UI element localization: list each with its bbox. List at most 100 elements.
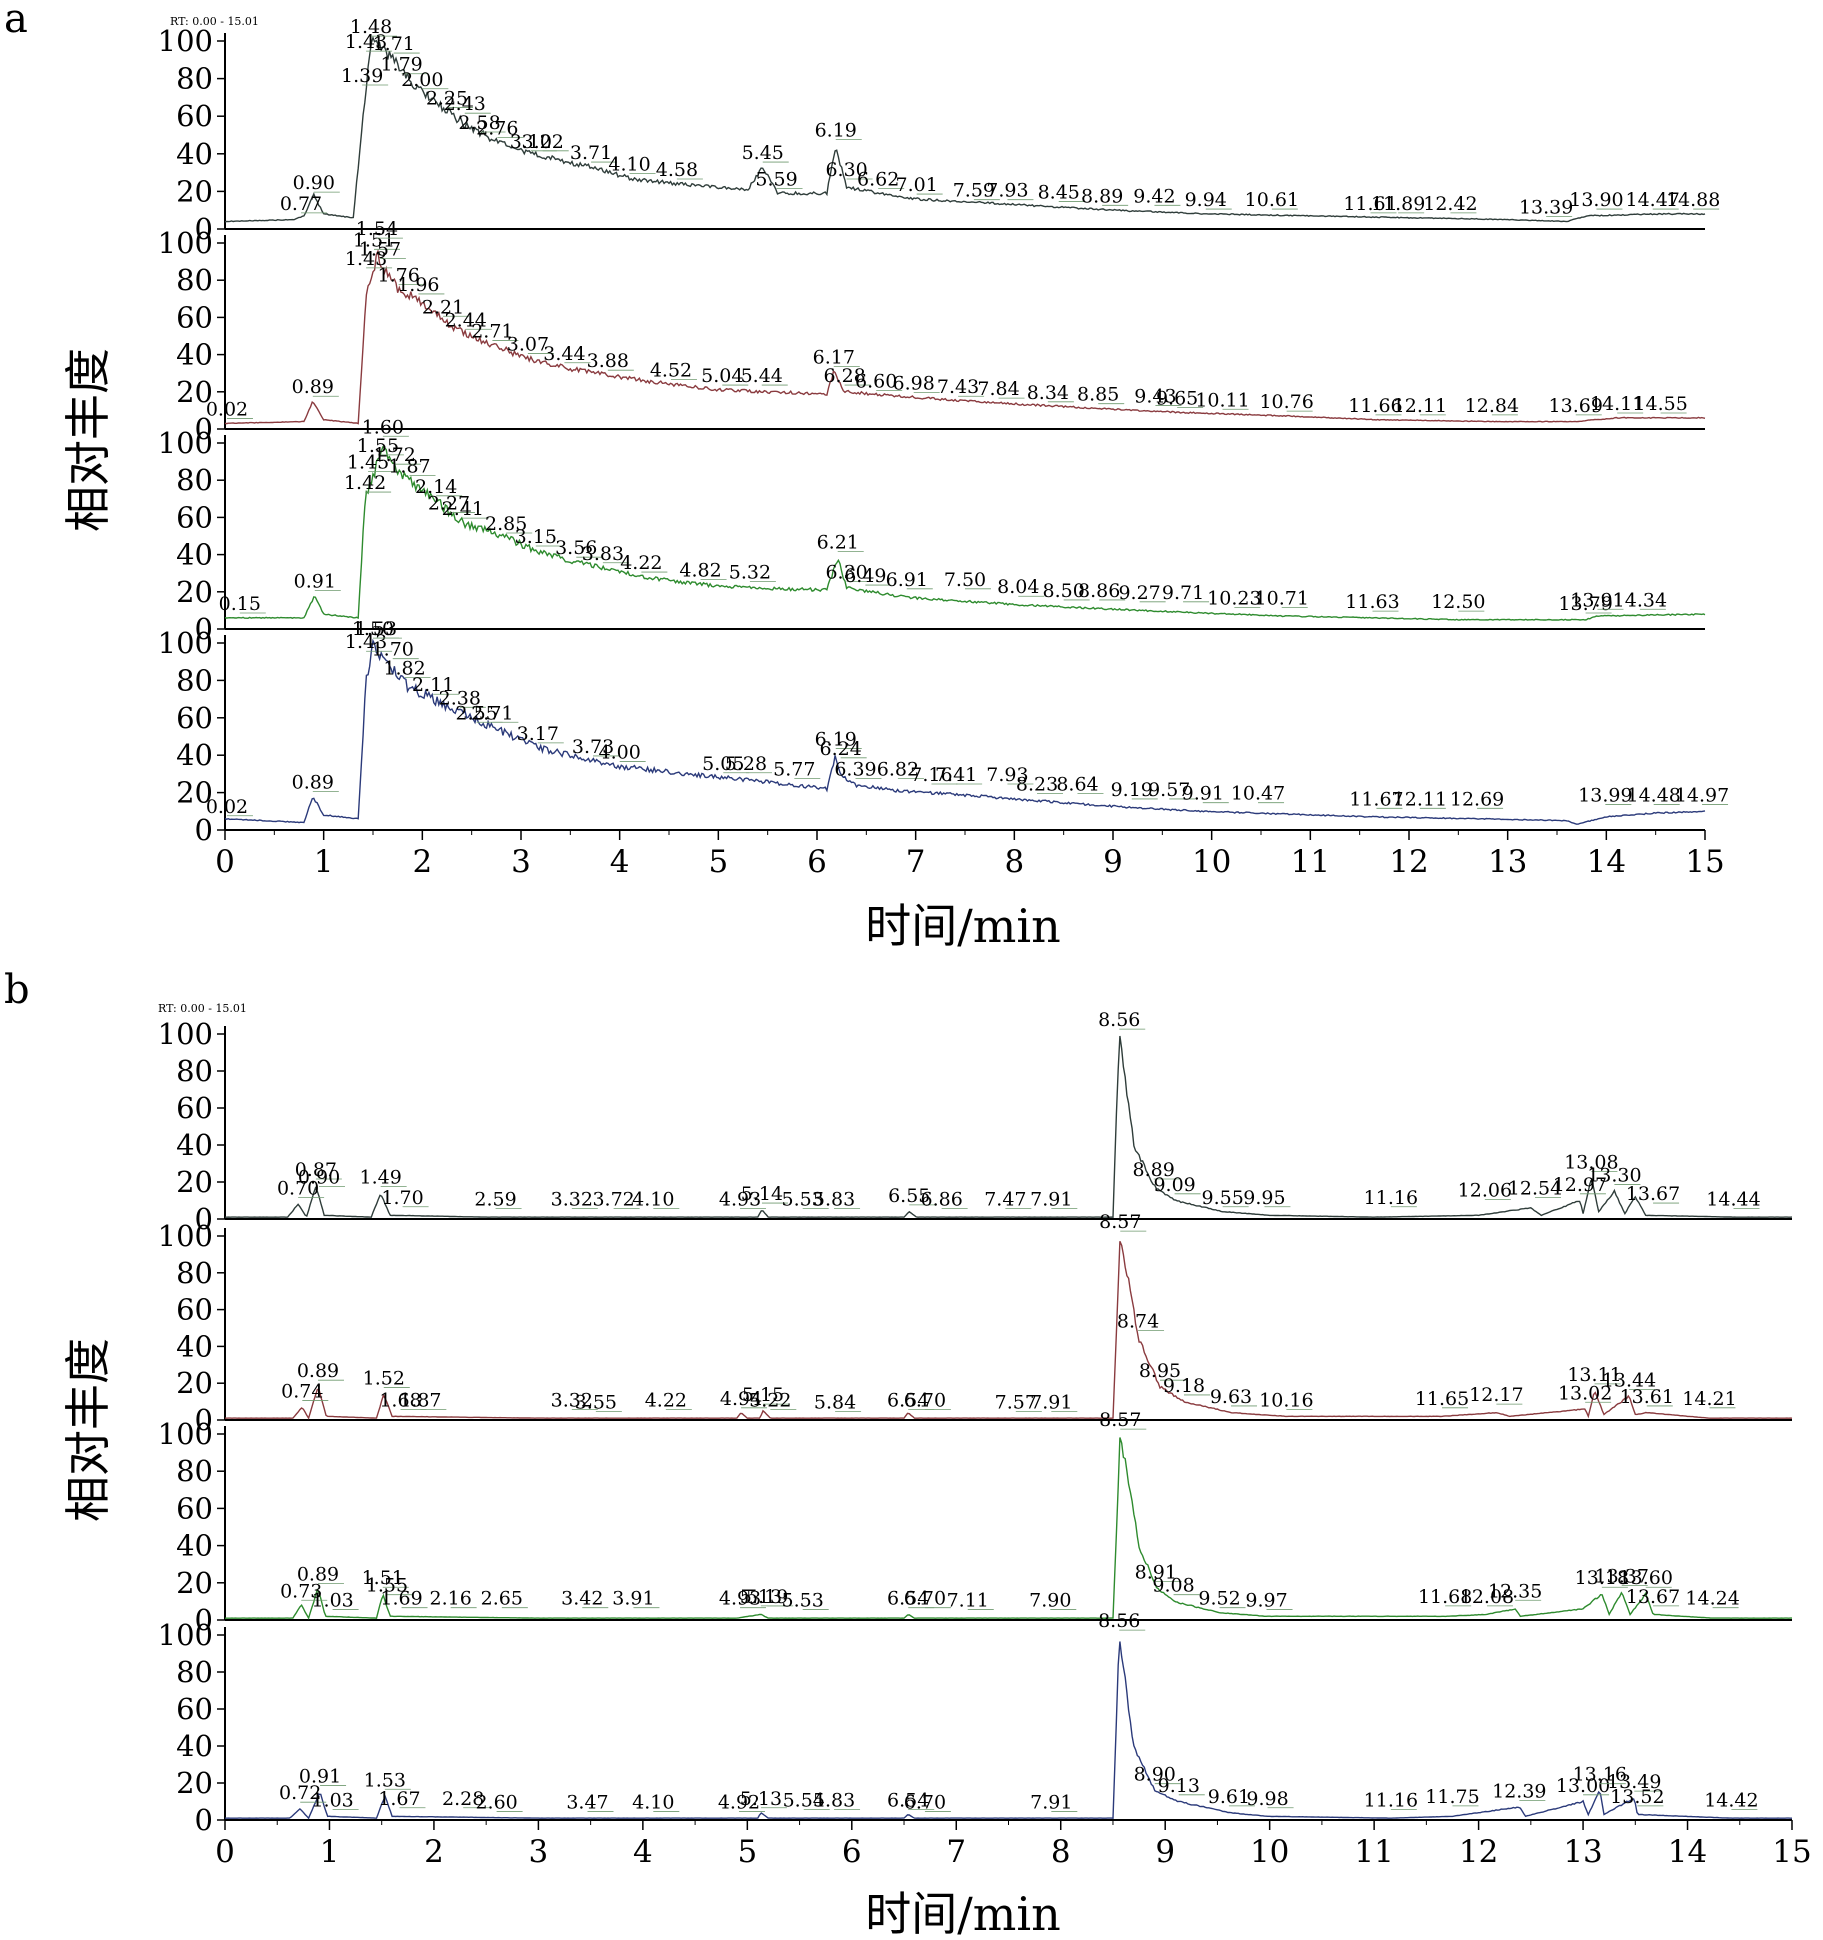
panel-b-trace-1-peak-label: 7.47 (984, 1189, 1026, 1211)
panel-a-trace-2-ytick-label: 80 (176, 263, 213, 297)
panel-a-trace-3-peak-label: 1.45 (347, 452, 389, 474)
panel-a-trace-3-peak-label: 14.34 (1613, 589, 1667, 611)
panel-a-trace-1-peak-label: 14.88 (1666, 189, 1720, 211)
panel-a-trace-3-peak-label: 4.82 (679, 560, 721, 582)
panel-a-trace-2-peak-label: 1.43 (345, 248, 387, 270)
panel-b-trace-1-peak-label: 9.09 (1153, 1174, 1195, 1196)
panel-b-trace-3-peak-label: 8.57 (1099, 1409, 1141, 1431)
panel-b-trace-1-peak-label: 14.44 (1706, 1189, 1760, 1211)
panel-a-trace-2-peak-label: 2.44 (445, 309, 487, 331)
panel-a-xtick-label: 6 (807, 844, 827, 880)
panel-b-trace-4-peak-label: 5.13 (740, 1788, 782, 1810)
panel-b-trace-2-ytick-label: 0 (195, 1403, 213, 1437)
panel-a-trace-4-ytick-label: 40 (176, 738, 213, 772)
panel-a-trace-4-peak-label: 10.47 (1231, 783, 1285, 805)
panel-b-trace-2-peak-label: 10.16 (1259, 1390, 1313, 1412)
panel-a-xtick-label: 2 (412, 844, 432, 880)
panel-b-trace-1-peak-label: 2.59 (474, 1189, 516, 1211)
panel-b-xtick-label: 2 (424, 1834, 444, 1870)
panel-b-trace-3-peak-label: 12.35 (1488, 1580, 1542, 1602)
panel-b-trace-1-peak-label: 6.55 (888, 1185, 930, 1207)
panel-b-trace-4-peak-label: 12.39 (1492, 1780, 1546, 1802)
panel-a-trace-2-peak-label: 7.43 (937, 376, 979, 398)
panel-a-trace-2-ytick-label: 0 (195, 412, 213, 446)
panel-a-trace-4-ytick-label: 20 (176, 776, 213, 810)
panel-a-trace-3-peak-label: 10.71 (1255, 587, 1309, 609)
panel-a-trace-3-ytick-label: 60 (176, 500, 213, 534)
panel-b-trace-3-peak-label: 5.53 (782, 1590, 824, 1612)
panel-a-trace-4-peak-label: 4.00 (599, 742, 641, 764)
panel-a-xtick-label: 14 (1587, 844, 1626, 880)
panel-b-trace-2-peak-label: 0.89 (297, 1360, 339, 1382)
panel-b-trace-3-peak-label: 7.90 (1029, 1590, 1071, 1612)
panel-b-trace-3-peak-label: 1.55 (366, 1575, 408, 1597)
panel-a-trace-4-peak-label: 5.77 (773, 758, 815, 780)
panel-a-trace-2-peak-label: 13.69 (1549, 395, 1603, 417)
panel-a-trace-3-peak-label: 3.83 (582, 543, 624, 565)
panel-b-trace-1-ytick-label: 80 (176, 1054, 213, 1088)
panel-b-trace-3-peak-label: 8.91 (1135, 1562, 1177, 1584)
panel-a-trace-4-peak-label: 1.70 (372, 639, 414, 661)
panel-b-trace-2-ytick-label: 80 (176, 1256, 213, 1290)
panel-a-trace-3-peak-label: 13.91 (1570, 589, 1624, 611)
panel-a-trace-4-peak-label: 3.73 (572, 736, 614, 758)
panel-a-trace-1-peak-label: 3.10 (510, 131, 552, 153)
panel-a-trace-1-peak-label: 4.10 (608, 153, 650, 175)
panel-b-trace-4-peak-label: 13.52 (1610, 1786, 1664, 1808)
panel-a-trace-3-peak-label: 12.50 (1431, 591, 1485, 613)
panel-b-trace-4-peak-label: 1.53 (364, 1769, 406, 1791)
panel-a-trace-1-ytick-label: 20 (176, 174, 213, 208)
panel-a-trace-3-peak-label: 3.15 (515, 526, 557, 548)
panel-b-xtick-label: 3 (529, 1834, 549, 1870)
panel-a-trace-1-peak-label: 2.00 (401, 69, 443, 91)
panel-a-trace-2-ytick-label: 20 (176, 375, 213, 409)
panel-b-trace-3-peak-label: 5.19 (746, 1586, 788, 1608)
panel-b-trace-4-ytick-label: 80 (176, 1655, 213, 1689)
panel-b: b RT: 0.00 - 15.01 相对丰度 时间/min 020406080… (4, 967, 1812, 1940)
panel-a-trace-4-peak-label: 1.82 (383, 657, 425, 679)
panel-b-trace-3-peak-label: 0.73 (280, 1580, 322, 1602)
panel-b-trace-2-peak-label: 7.57 (995, 1391, 1037, 1413)
panel-a-xtick-label: 8 (1004, 844, 1024, 880)
panel-a-trace-1-peak-label: 2.25 (426, 88, 468, 110)
panel-a-trace-3-peak-label: 6.91 (886, 569, 928, 591)
panel-a-trace-4-peak-label: 14.97 (1675, 785, 1729, 807)
panel-b-trace-3-peak-label: 14.24 (1685, 1588, 1739, 1610)
panel-b-trace-4-ytick-label: 20 (176, 1766, 213, 1800)
panel-b-trace-1-peak-label: 12.97 (1553, 1174, 1607, 1196)
panel-a-trace-4-peak-label: 0.89 (292, 771, 334, 793)
panel-a-trace-3-peak-label: 8.86 (1078, 580, 1120, 602)
panel-b-trace-4-peak-label: 13.16 (1573, 1764, 1627, 1786)
panel-a-trace-4-peak-label: 6.19 (815, 728, 857, 750)
panel-b-trace-4-peak-label: 9.98 (1246, 1788, 1288, 1810)
panel-b-trace-4-peak-label: 4.92 (718, 1791, 760, 1813)
panel-b-trace-2-ytick-label: 100 (158, 1219, 213, 1253)
panel-b-trace-1-peak-label: 6.86 (920, 1189, 962, 1211)
panel-a-trace-2-peak-label: 10.11 (1195, 389, 1249, 411)
panel-b-trace-2-peak-label: 5.15 (742, 1384, 784, 1406)
panel-a-trace-3-ytick-label: 100 (158, 426, 213, 460)
panel-b-trace-3-ytick-label: 80 (176, 1454, 213, 1488)
panel-b-trace-1-peak-label: 3.72 (592, 1189, 634, 1211)
panel-a-trace-2-peak-label: 2.71 (471, 320, 513, 342)
panel-b-trace-3-peak-label: 6.70 (904, 1588, 946, 1610)
panel-b-trace-3-peak-label: 6.54 (887, 1588, 929, 1610)
panel-b-trace-2-peak-label: 11.65 (1415, 1388, 1469, 1410)
panel-a-trace-3-peak-label: 1.72 (374, 444, 416, 466)
panel-a-xtick-label: 9 (1103, 844, 1123, 880)
panel-a-trace-3-peak-label: 1.55 (357, 435, 399, 457)
panel-a-xtick-label: 12 (1389, 844, 1428, 880)
panel-a-trace-2-peak-label: 12.11 (1393, 395, 1447, 417)
panel-a-trace-3-ytick-label: 0 (195, 612, 213, 646)
panel-b-xtick-label: 4 (633, 1834, 653, 1870)
panel-b-trace-4-peak-label: 0.72 (279, 1782, 321, 1804)
panel-b-trace-4-peak-label: 11.16 (1364, 1790, 1418, 1812)
panel-b-trace-1-peak-label: 9.95 (1243, 1187, 1285, 1209)
panel-a-xtick-label: 4 (610, 844, 630, 880)
panel-b-trace-2-peak-label: 8.74 (1117, 1311, 1159, 1333)
panel-a-xtick-label: 0 (215, 844, 235, 880)
panel-a-trace-2-peak-label: 5.04 (701, 365, 743, 387)
panel-b-xtick-label: 10 (1250, 1834, 1289, 1870)
panel-b-trace-2-peak-label: 3.55 (575, 1391, 617, 1413)
panel-a-trace-1-line (224, 35, 1706, 223)
